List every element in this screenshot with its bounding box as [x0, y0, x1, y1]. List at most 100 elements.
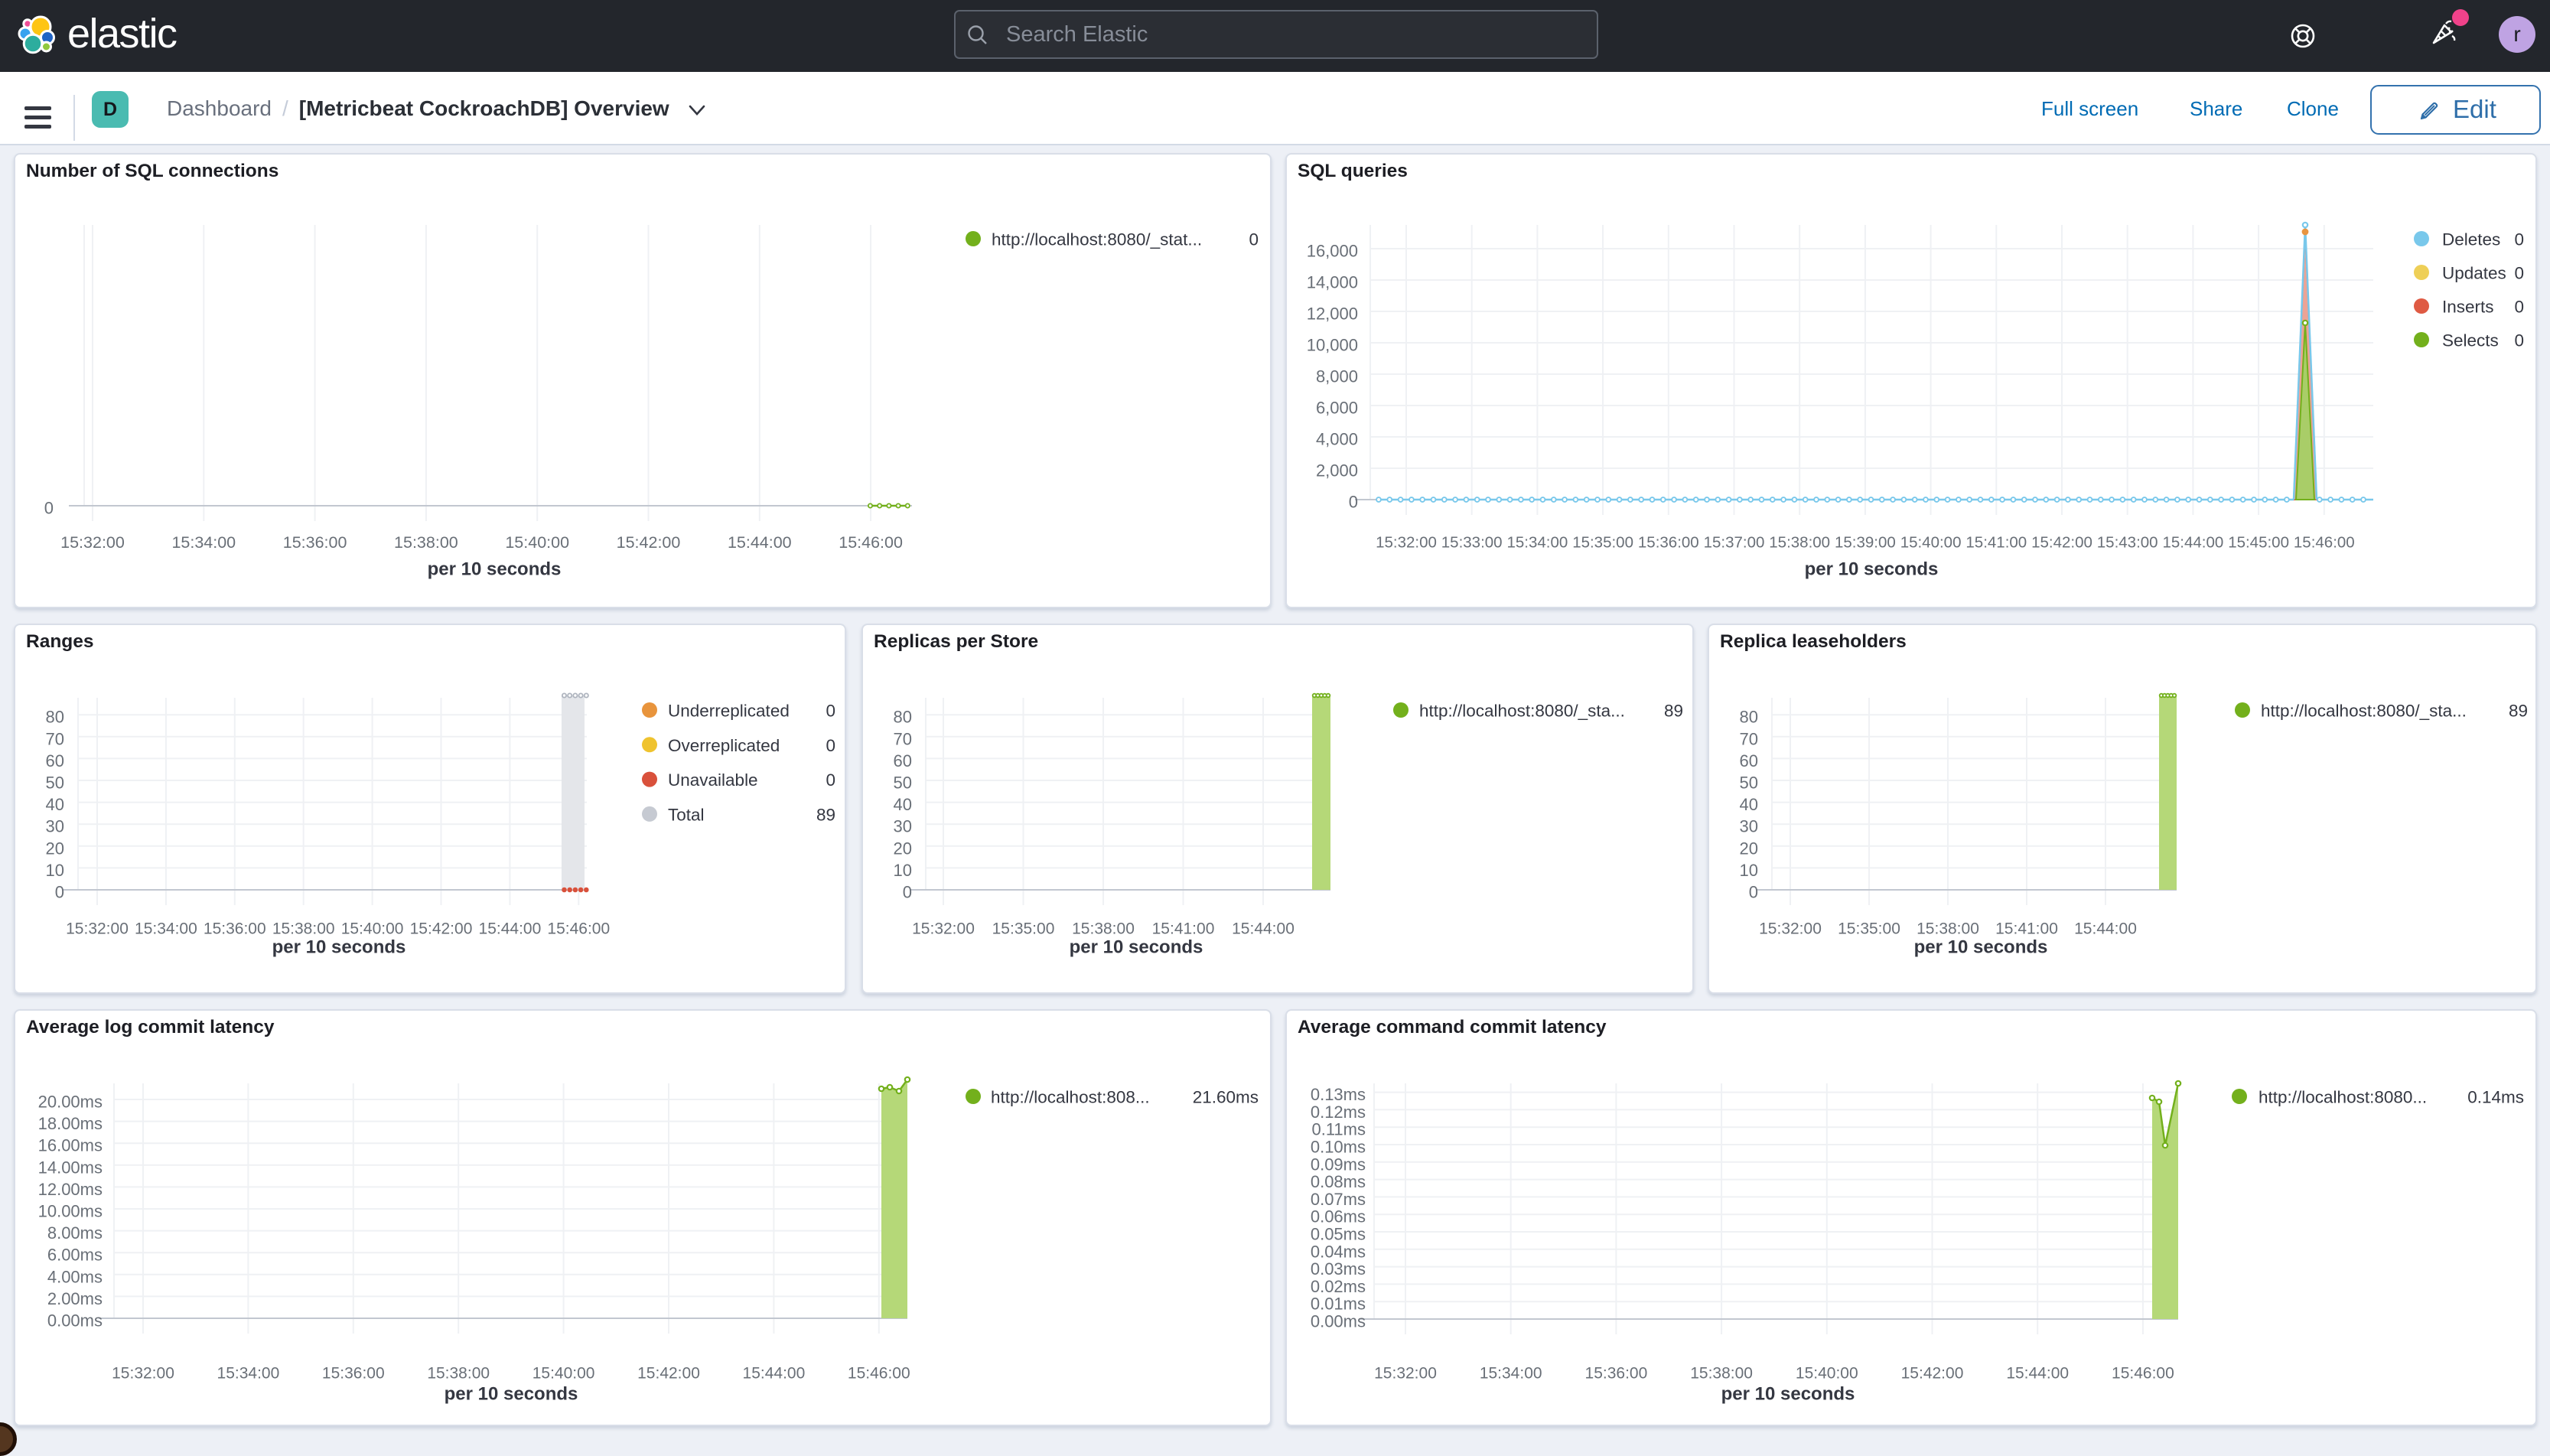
- svg-text:40: 40: [46, 795, 64, 814]
- svg-text:15:32:00: 15:32:00: [912, 920, 975, 938]
- svg-text:Selects: Selects: [2442, 331, 2499, 350]
- svg-text:10: 10: [1740, 861, 1758, 880]
- svg-text:89: 89: [1664, 702, 1683, 721]
- svg-text:80: 80: [46, 708, 64, 727]
- svg-text:15:46:00: 15:46:00: [839, 533, 903, 552]
- svg-text:15:37:00: 15:37:00: [1704, 534, 1765, 552]
- svg-text:40: 40: [894, 795, 912, 814]
- svg-text:0.11ms: 0.11ms: [1311, 1120, 1366, 1139]
- svg-text:80: 80: [1740, 708, 1758, 727]
- svg-text:0: 0: [1749, 883, 1758, 902]
- svg-text:http://localhost:8080/_stat...: http://localhost:8080/_stat...: [992, 230, 1202, 249]
- svg-text:http://localhost:8080...: http://localhost:8080...: [2259, 1088, 2427, 1107]
- svg-text:15:40:00: 15:40:00: [341, 920, 404, 938]
- svg-text:15:40:00: 15:40:00: [1900, 534, 1962, 552]
- svg-text:15:36:00: 15:36:00: [283, 533, 347, 552]
- svg-text:0: 0: [826, 702, 835, 721]
- svg-text:4.00ms: 4.00ms: [47, 1267, 103, 1286]
- svg-text:15:45:00: 15:45:00: [2228, 534, 2289, 552]
- svg-text:2,000: 2,000: [1316, 461, 1358, 480]
- svg-text:15:38:00: 15:38:00: [1690, 1365, 1753, 1383]
- svg-text:15:32:00: 15:32:00: [66, 920, 129, 938]
- svg-text:0: 0: [2514, 230, 2524, 249]
- svg-text:0: 0: [826, 770, 835, 790]
- svg-text:30: 30: [1740, 817, 1758, 836]
- svg-text:15:32:00: 15:32:00: [1759, 920, 1822, 938]
- svg-text:14,000: 14,000: [1307, 273, 1358, 292]
- svg-text:30: 30: [46, 817, 64, 836]
- svg-text:12,000: 12,000: [1307, 305, 1358, 324]
- svg-text:Unavailable: Unavailable: [668, 770, 758, 790]
- svg-text:0.12ms: 0.12ms: [1311, 1103, 1366, 1122]
- svg-text:15:38:00: 15:38:00: [427, 1365, 490, 1383]
- svg-text:15:41:00: 15:41:00: [1995, 920, 2058, 938]
- svg-text:0: 0: [1349, 493, 1358, 512]
- svg-text:15:42:00: 15:42:00: [1901, 1365, 1964, 1383]
- svg-text:15:40:00: 15:40:00: [505, 533, 569, 552]
- svg-text:60: 60: [894, 751, 912, 770]
- svg-text:15:44:00: 15:44:00: [743, 1365, 806, 1383]
- svg-text:per 10 seconds: per 10 seconds: [445, 1384, 578, 1405]
- svg-text:15:38:00: 15:38:00: [1769, 534, 1830, 552]
- svg-text:0.05ms: 0.05ms: [1311, 1225, 1366, 1244]
- svg-text:15:44:00: 15:44:00: [2074, 920, 2137, 938]
- svg-text:Underreplicated: Underreplicated: [668, 702, 790, 721]
- svg-text:8,000: 8,000: [1316, 367, 1358, 386]
- svg-text:15:38:00: 15:38:00: [1072, 920, 1135, 938]
- svg-text:15:39:00: 15:39:00: [1835, 534, 1896, 552]
- svg-text:15:43:00: 15:43:00: [2097, 534, 2158, 552]
- svg-text:15:38:00: 15:38:00: [272, 920, 335, 938]
- svg-text:http://localhost:8080/_sta...: http://localhost:8080/_sta...: [2261, 702, 2467, 721]
- svg-text:0: 0: [2514, 264, 2524, 283]
- svg-text:15:36:00: 15:36:00: [204, 920, 266, 938]
- svg-text:0.00ms: 0.00ms: [47, 1311, 103, 1331]
- svg-text:10: 10: [894, 861, 912, 880]
- svg-text:0: 0: [903, 883, 912, 902]
- svg-text:50: 50: [1740, 774, 1758, 793]
- svg-text:15:36:00: 15:36:00: [1585, 1365, 1648, 1383]
- svg-text:15:44:00: 15:44:00: [2162, 534, 2223, 552]
- svg-text:15:40:00: 15:40:00: [532, 1365, 595, 1383]
- svg-text:0.00ms: 0.00ms: [1311, 1312, 1366, 1331]
- svg-text:15:38:00: 15:38:00: [1917, 920, 1979, 938]
- svg-text:20: 20: [1740, 839, 1758, 858]
- svg-text:15:41:00: 15:41:00: [1152, 920, 1215, 938]
- svg-text:15:44:00: 15:44:00: [1232, 920, 1295, 938]
- svg-text:80: 80: [894, 708, 912, 727]
- svg-text:15:34:00: 15:34:00: [217, 1365, 280, 1383]
- svg-text:15:40:00: 15:40:00: [1796, 1365, 1858, 1383]
- svg-text:0: 0: [1249, 230, 1259, 249]
- svg-text:Updates: Updates: [2442, 264, 2506, 283]
- svg-text:15:42:00: 15:42:00: [410, 920, 473, 938]
- svg-text:0.10ms: 0.10ms: [1311, 1138, 1366, 1157]
- svg-text:Overreplicated: Overreplicated: [668, 736, 780, 755]
- svg-text:2.00ms: 2.00ms: [47, 1289, 103, 1308]
- svg-text:15:42:00: 15:42:00: [2031, 534, 2092, 552]
- svg-text:per 10 seconds: per 10 seconds: [1805, 559, 1939, 580]
- svg-text:8.00ms: 8.00ms: [47, 1223, 103, 1243]
- svg-text:70: 70: [1740, 729, 1758, 748]
- svg-text:6,000: 6,000: [1316, 399, 1358, 418]
- svg-text:0.08ms: 0.08ms: [1311, 1172, 1366, 1191]
- svg-text:15:46:00: 15:46:00: [547, 920, 610, 938]
- svg-text:0.03ms: 0.03ms: [1311, 1259, 1366, 1278]
- svg-text:per 10 seconds: per 10 seconds: [1070, 937, 1203, 958]
- svg-text:16.00ms: 16.00ms: [38, 1136, 103, 1155]
- svg-text:12.00ms: 12.00ms: [38, 1180, 103, 1199]
- svg-text:15:36:00: 15:36:00: [1638, 534, 1699, 552]
- svg-text:40: 40: [1740, 795, 1758, 814]
- svg-text:0.06ms: 0.06ms: [1311, 1207, 1366, 1226]
- svg-text:10,000: 10,000: [1307, 336, 1358, 355]
- svg-text:20: 20: [46, 839, 64, 858]
- svg-text:Inserts: Inserts: [2442, 298, 2494, 317]
- svg-text:0: 0: [2514, 298, 2524, 317]
- svg-text:15:34:00: 15:34:00: [135, 920, 197, 938]
- svg-text:per 10 seconds: per 10 seconds: [1721, 1384, 1855, 1405]
- svg-text:per 10 seconds: per 10 seconds: [1914, 937, 2048, 958]
- svg-text:30: 30: [894, 817, 912, 836]
- svg-text:Deletes: Deletes: [2442, 230, 2500, 249]
- svg-text:50: 50: [46, 774, 64, 793]
- svg-text:21.60ms: 21.60ms: [1193, 1088, 1259, 1107]
- svg-text:15:33:00: 15:33:00: [1441, 534, 1503, 552]
- svg-text:89: 89: [816, 805, 835, 824]
